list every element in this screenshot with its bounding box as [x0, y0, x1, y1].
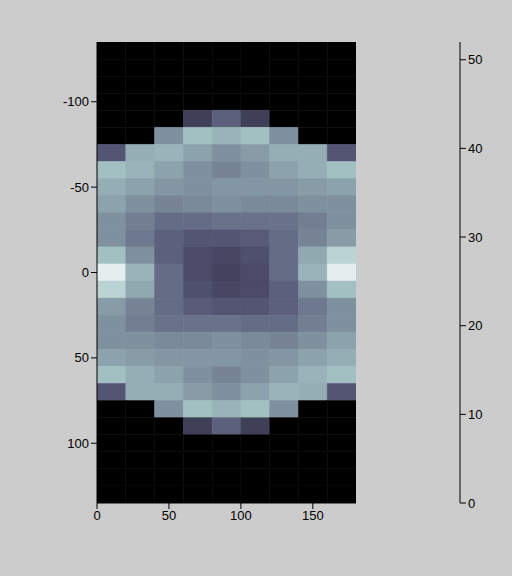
svg-text:0: 0 — [82, 265, 89, 280]
svg-text:100: 100 — [230, 508, 252, 523]
svg-text:50: 50 — [75, 350, 89, 365]
svg-text:0: 0 — [93, 508, 100, 523]
svg-text:20: 20 — [468, 318, 482, 333]
svg-text:50: 50 — [162, 508, 176, 523]
svg-text:-50: -50 — [70, 180, 89, 195]
svg-text:30: 30 — [468, 230, 482, 245]
svg-text:-100: -100 — [63, 94, 89, 109]
svg-text:100: 100 — [67, 436, 89, 451]
svg-text:10: 10 — [468, 407, 482, 422]
svg-text:40: 40 — [468, 141, 482, 156]
svg-text:150: 150 — [302, 508, 324, 523]
svg-text:50: 50 — [468, 52, 482, 67]
svg-text:0: 0 — [468, 496, 475, 511]
